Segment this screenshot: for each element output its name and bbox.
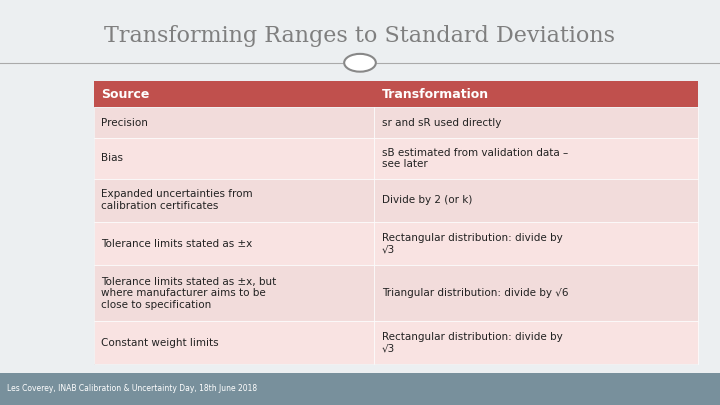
FancyBboxPatch shape — [94, 265, 374, 321]
Text: Tolerance limits stated as ±x, but
where manufacturer aims to be
close to specif: Tolerance limits stated as ±x, but where… — [101, 277, 276, 310]
Text: Precision: Precision — [101, 118, 148, 128]
Text: Tolerance limits stated as ±x: Tolerance limits stated as ±x — [101, 239, 252, 249]
Text: Rectangular distribution: divide by
√3: Rectangular distribution: divide by √3 — [382, 332, 562, 354]
Text: Transformation: Transformation — [382, 87, 489, 101]
FancyBboxPatch shape — [94, 321, 374, 364]
Text: Expanded uncertainties from
calibration certificates: Expanded uncertainties from calibration … — [101, 190, 253, 211]
FancyBboxPatch shape — [94, 81, 698, 107]
Text: Rectangular distribution: divide by
√3: Rectangular distribution: divide by √3 — [382, 233, 562, 254]
Text: sr and sR used directly: sr and sR used directly — [382, 118, 501, 128]
FancyBboxPatch shape — [374, 139, 698, 179]
FancyBboxPatch shape — [94, 81, 698, 364]
Text: Source: Source — [101, 87, 149, 101]
FancyBboxPatch shape — [94, 139, 374, 179]
Circle shape — [344, 54, 376, 72]
Text: Transforming Ranges to Standard Deviations: Transforming Ranges to Standard Deviatio… — [104, 26, 616, 47]
Text: Triangular distribution: divide by √6: Triangular distribution: divide by √6 — [382, 288, 568, 298]
FancyBboxPatch shape — [374, 222, 698, 265]
FancyBboxPatch shape — [0, 373, 720, 405]
FancyBboxPatch shape — [94, 222, 374, 265]
Text: Constant weight limits: Constant weight limits — [101, 338, 218, 348]
Text: sB estimated from validation data –
see later: sB estimated from validation data – see … — [382, 148, 568, 169]
Text: Les Coverey, INAB Calibration & Uncertainty Day, 18th June 2018: Les Coverey, INAB Calibration & Uncertai… — [7, 384, 257, 393]
FancyBboxPatch shape — [94, 107, 374, 139]
FancyBboxPatch shape — [374, 179, 698, 222]
Text: Bias: Bias — [101, 153, 123, 164]
FancyBboxPatch shape — [374, 265, 698, 321]
Text: Divide by 2 (or k): Divide by 2 (or k) — [382, 195, 472, 205]
FancyBboxPatch shape — [374, 321, 698, 364]
FancyBboxPatch shape — [374, 107, 698, 139]
FancyBboxPatch shape — [94, 179, 374, 222]
